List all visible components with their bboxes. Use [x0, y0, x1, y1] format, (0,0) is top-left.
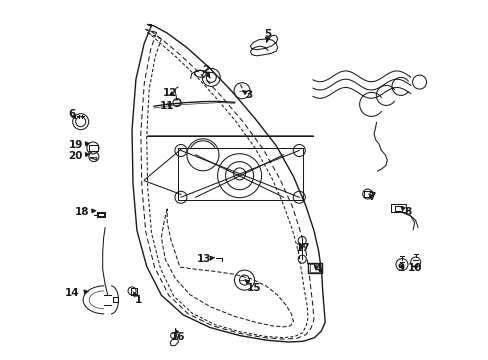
Text: 13: 13 [197, 254, 214, 264]
Text: 12: 12 [163, 88, 177, 98]
Text: 8: 8 [400, 207, 411, 217]
Text: 11: 11 [160, 101, 174, 111]
Text: 15: 15 [245, 280, 261, 293]
Text: 2: 2 [202, 65, 209, 78]
Text: 3: 3 [242, 90, 252, 100]
Text: 18: 18 [75, 207, 96, 217]
Text: 9: 9 [397, 263, 404, 273]
Text: 20: 20 [68, 150, 89, 161]
Text: 5: 5 [264, 29, 271, 42]
Text: 7: 7 [367, 192, 375, 202]
Text: 19: 19 [68, 140, 89, 150]
Text: 1: 1 [133, 292, 142, 305]
Text: 6: 6 [69, 109, 76, 120]
Text: 4: 4 [313, 264, 321, 274]
Text: 16: 16 [171, 329, 185, 342]
Text: 10: 10 [407, 263, 421, 273]
Text: 17: 17 [295, 243, 310, 253]
Text: 14: 14 [65, 288, 88, 298]
